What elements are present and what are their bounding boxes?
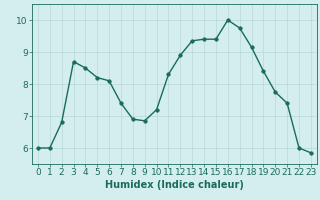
X-axis label: Humidex (Indice chaleur): Humidex (Indice chaleur) [105,180,244,190]
